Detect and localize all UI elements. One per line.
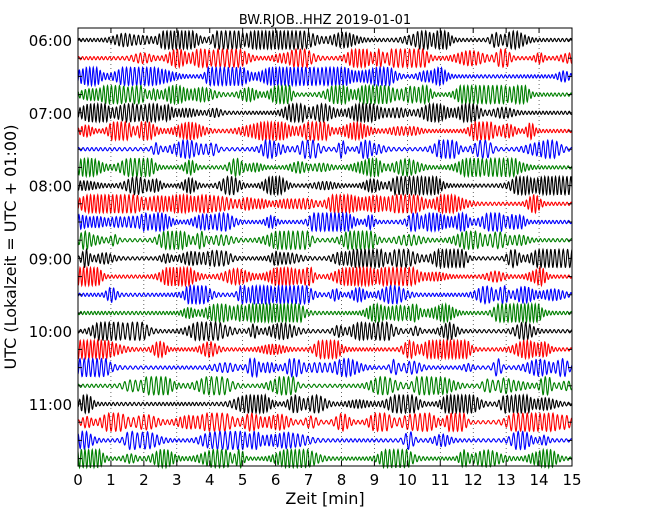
x-tick-label: 12 (464, 471, 483, 489)
plot-frame (77, 27, 573, 467)
x-tick-label: 14 (530, 471, 549, 489)
trace-0630 (77, 65, 573, 88)
trace-0800 (77, 174, 573, 197)
x-tick-label: 13 (497, 471, 516, 489)
x-axis: 0 1 2 3 4 5 6 7 8 9 10 11 12 13 14 15 (73, 28, 582, 489)
x-tick-label: 7 (304, 471, 314, 489)
x-tick-label: 8 (337, 471, 347, 489)
y-tick-label: 09:00 (29, 250, 72, 268)
trace-1115 (77, 411, 573, 433)
trace-0830 (77, 211, 573, 233)
x-axis-label: Zeit [min] (285, 489, 364, 508)
x-tick-label: 11 (431, 471, 450, 489)
x-tick-label: 4 (205, 471, 215, 489)
trace-0745 (77, 156, 573, 179)
trace-0615 (77, 47, 573, 69)
trace-group (77, 29, 573, 470)
trace-0730 (77, 138, 573, 160)
x-tick-label: 5 (238, 471, 248, 489)
trace-1100 (77, 392, 573, 415)
trace-1130 (77, 430, 573, 451)
trace-1030 (77, 357, 573, 379)
y-axis: 06:00 07:00 08:00 09:00 10:00 11:00 (29, 32, 572, 460)
trace-0915 (77, 265, 573, 288)
y-tick-label: 08:00 (29, 178, 72, 196)
x-tick-label: 9 (370, 471, 380, 489)
trace-0645 (77, 83, 573, 106)
chart-title: BW.RJOB..HHZ 2019-01-01 (239, 13, 411, 28)
y-tick-label: 06:00 (29, 32, 72, 50)
trace-0945 (77, 301, 573, 325)
trace-0900 (77, 247, 573, 270)
y-tick-label: 10:00 (29, 323, 72, 341)
trace-1045 (77, 375, 573, 397)
trace-1145 (77, 447, 573, 470)
x-tick-label: 15 (562, 471, 581, 489)
trace-0700 (77, 101, 573, 124)
trace-1015 (77, 338, 573, 361)
trace-1000 (77, 320, 573, 342)
x-tick-label: 0 (73, 471, 83, 489)
trace-0930 (77, 283, 573, 306)
trace-0845 (77, 229, 573, 251)
y-axis-label: UTC (Lokalzeit = UTC + 01:00) (1, 125, 20, 370)
x-tick-label: 6 (271, 471, 281, 489)
y-tick-label: 11:00 (29, 396, 72, 414)
x-tick-label: 3 (172, 471, 182, 489)
trace-0815 (77, 192, 573, 215)
trace-0715 (77, 119, 573, 143)
y-tick-label: 07:00 (29, 105, 72, 123)
x-tick-label: 2 (139, 471, 149, 489)
x-tick-label: 1 (106, 471, 116, 489)
x-tick-label: 10 (398, 471, 417, 489)
trace-0600 (77, 29, 573, 51)
